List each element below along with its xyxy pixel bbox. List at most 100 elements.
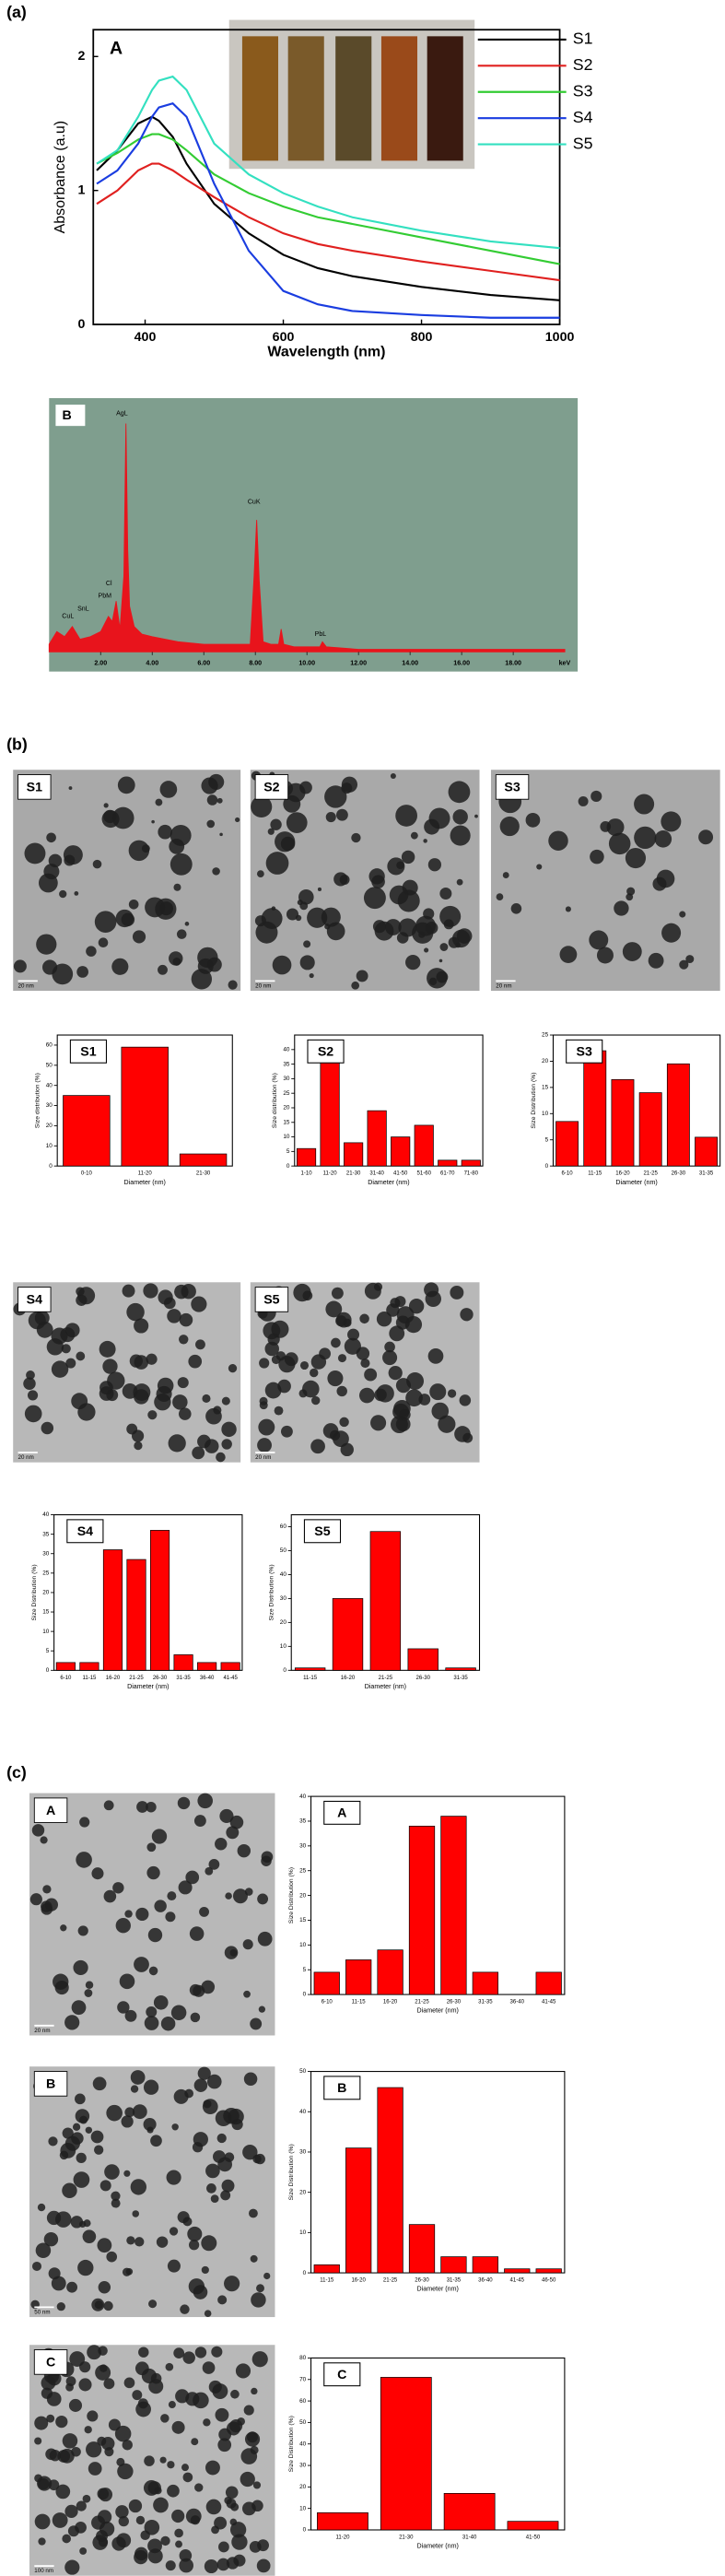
particle [679,959,689,970]
particle [148,1966,158,1976]
image-label-box [33,2071,68,2097]
particle [226,1826,240,1840]
particle [242,2144,258,2160]
particle [229,2522,247,2538]
peak-label: CuK [248,499,261,506]
particle [130,2179,147,2195]
particle [167,1309,181,1323]
particle [59,889,67,899]
particle [439,959,443,963]
particle [427,858,442,872]
y-tick-label: 60 [46,1042,53,1049]
particle [205,2460,220,2476]
x-axis-label: Diameter (nm) [127,1683,169,1690]
particle [590,849,604,865]
bar [535,2268,562,2274]
y-tick-label: 10 [280,1643,287,1650]
particle [219,1808,234,1824]
image-label-box [254,774,289,800]
particle [443,919,454,930]
particle [167,2461,175,2469]
particle [428,807,450,829]
particle [210,2194,219,2203]
particle [232,1888,248,1904]
particle [26,1370,35,1380]
plot-frame [310,2357,566,2531]
y-tick-label: 30 [46,1102,53,1109]
particle [578,795,589,806]
particle [65,1358,76,1369]
particle [179,2558,193,2573]
scale-bar-label: 20 nm [18,982,34,989]
bar [555,1121,579,1167]
particle [189,1926,205,1941]
particle [98,2488,113,2502]
particle [201,2235,217,2252]
particle [197,958,214,974]
particle [438,1415,456,1433]
chart-title: C [337,2368,346,2382]
particle [240,2448,258,2464]
particle [243,1990,251,1998]
particle [62,2182,77,2199]
x-tick-label: 11-15 [320,2278,334,2284]
y-tick-label: 25 [299,1867,307,1874]
particle [439,943,449,951]
legend-label: S1 [573,29,593,48]
particle [340,1442,354,1457]
particle [324,923,331,930]
image-label: S4 [27,1293,42,1308]
x-tick-label: 6-10 [562,1171,574,1177]
particle [418,1394,431,1406]
particle [259,1396,268,1406]
x-tick-label: 11-15 [588,1171,602,1177]
particle [128,840,150,862]
particle [216,797,223,804]
y-axis-label: Size Distribution (%) [288,1867,295,1923]
x-tick-label: 600 [273,330,295,345]
particle [154,1394,171,1411]
particle [206,819,216,829]
y-tick-label: 2 [77,49,85,64]
bar [149,1530,170,1671]
particle [398,918,417,937]
x-tick-label: 400 [134,330,157,345]
x-tick-label: 11-20 [335,2535,350,2541]
particle [264,1341,279,1357]
particle [190,2012,201,2023]
particle [82,2494,91,2503]
particle [98,2281,111,2294]
particle [376,1311,392,1327]
y-tick-label: 10 [283,1134,290,1140]
particle [84,2426,92,2434]
particle [459,1394,472,1406]
particle [274,1406,284,1416]
x-axis-label: Diameter (nm) [417,2007,459,2015]
particle [151,1829,168,1844]
particle [91,2298,105,2311]
particle [111,2198,121,2208]
particle [79,2547,88,2555]
series-line [96,115,560,301]
particle [43,864,60,880]
particle [376,1384,394,1403]
particle [388,1366,403,1381]
y-axis-label: Size Distribution (%) [288,2144,295,2200]
particle [115,1918,131,1934]
particle [250,2017,263,2030]
particle [427,1347,444,1364]
particle [62,2433,78,2449]
particle [75,2093,86,2105]
particle [197,1434,211,1449]
particle [13,959,27,973]
particle [325,1300,343,1318]
scale-bar-label: 20 nm [496,982,511,989]
x-tick-label: 4.00 [146,660,158,667]
particle [79,1817,90,1828]
particle [189,2240,200,2251]
particle [51,1360,69,1378]
particle [85,2126,93,2134]
title-box [323,2362,361,2387]
particle [67,2525,79,2537]
particle [685,955,695,964]
